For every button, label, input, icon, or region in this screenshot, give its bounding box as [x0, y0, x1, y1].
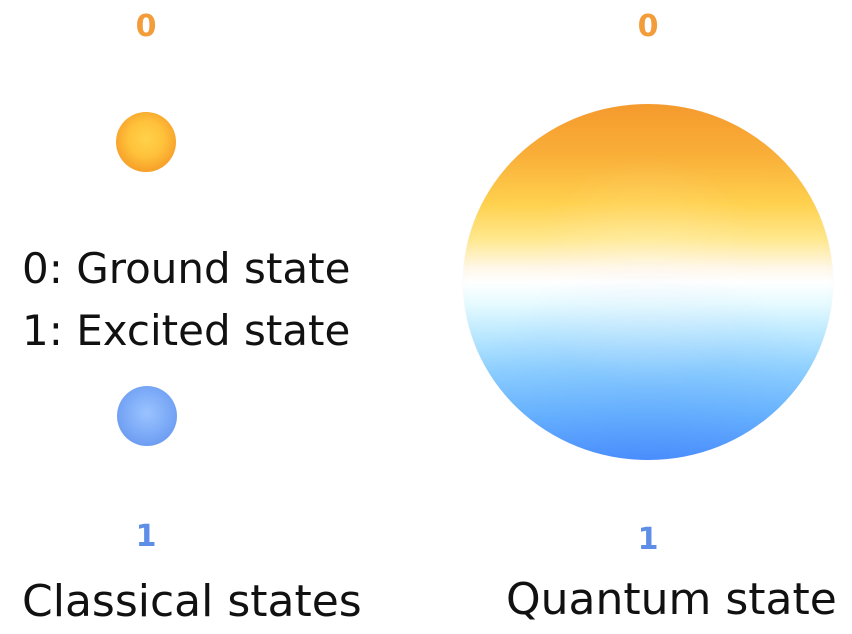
classical-bottom-label: 1: [135, 519, 157, 554]
classical-top-label: 0: [135, 9, 157, 44]
classical-caption: Classical states: [22, 576, 362, 627]
quantum-bottom-label: 1: [637, 522, 659, 557]
excited-state-definition: 1: Excited state: [22, 306, 351, 355]
classical-zero-dot: [116, 112, 176, 172]
quantum-caption: Quantum state: [506, 574, 837, 625]
ground-state-definition: 0: Ground state: [22, 244, 351, 293]
quantum-sphere: [463, 104, 833, 460]
quantum-top-label: 0: [637, 9, 659, 44]
classical-one-dot: [117, 386, 177, 446]
